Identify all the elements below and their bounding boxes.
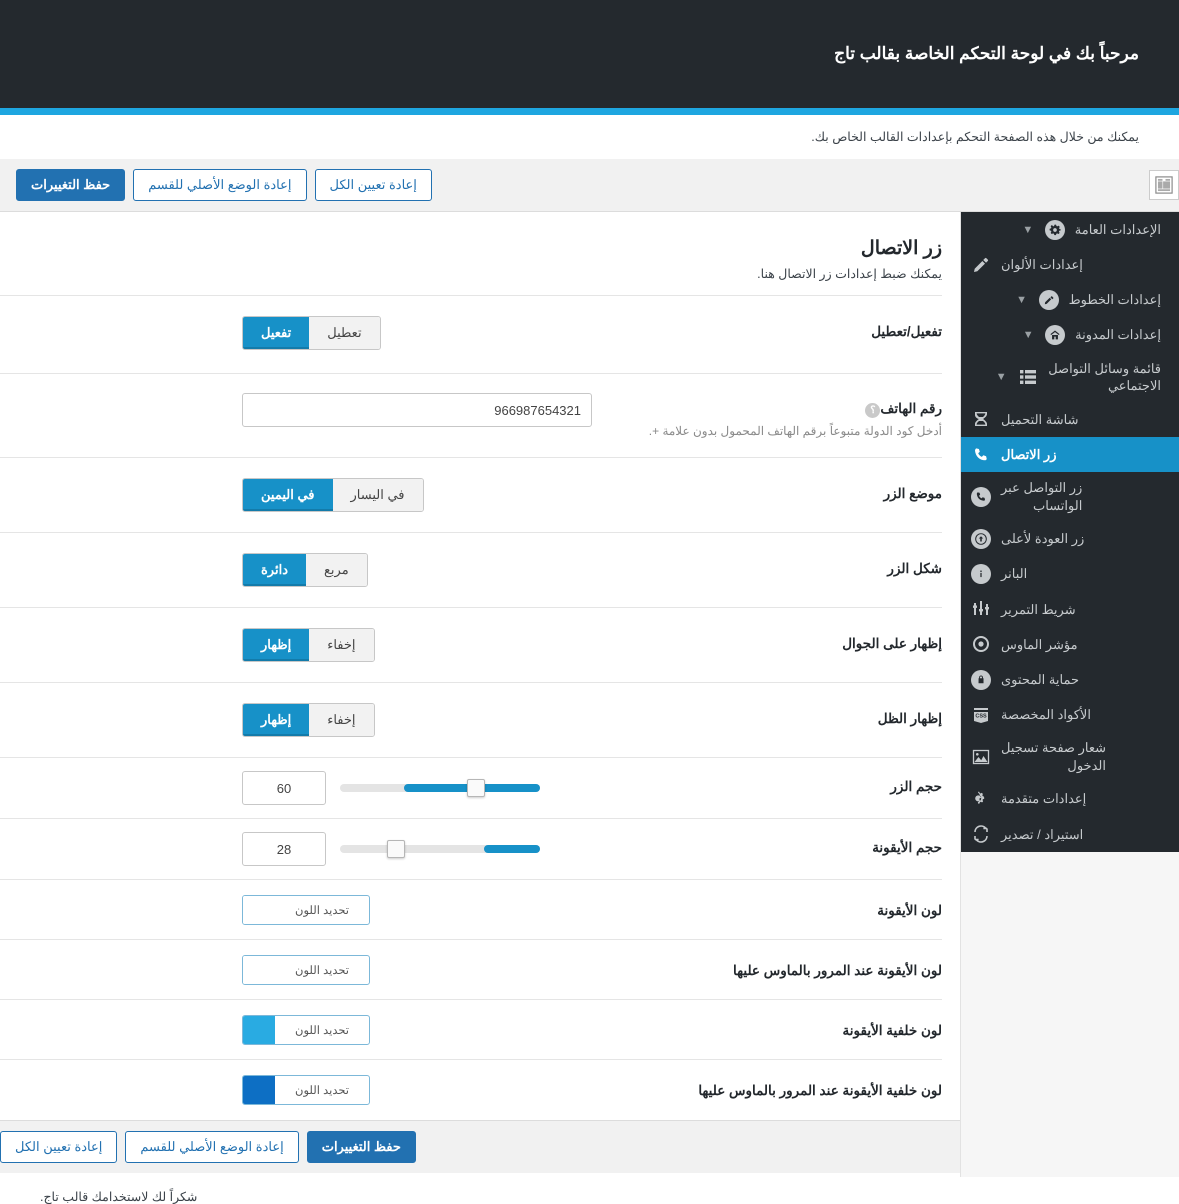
svg-text:CSS: CSS — [975, 713, 987, 719]
